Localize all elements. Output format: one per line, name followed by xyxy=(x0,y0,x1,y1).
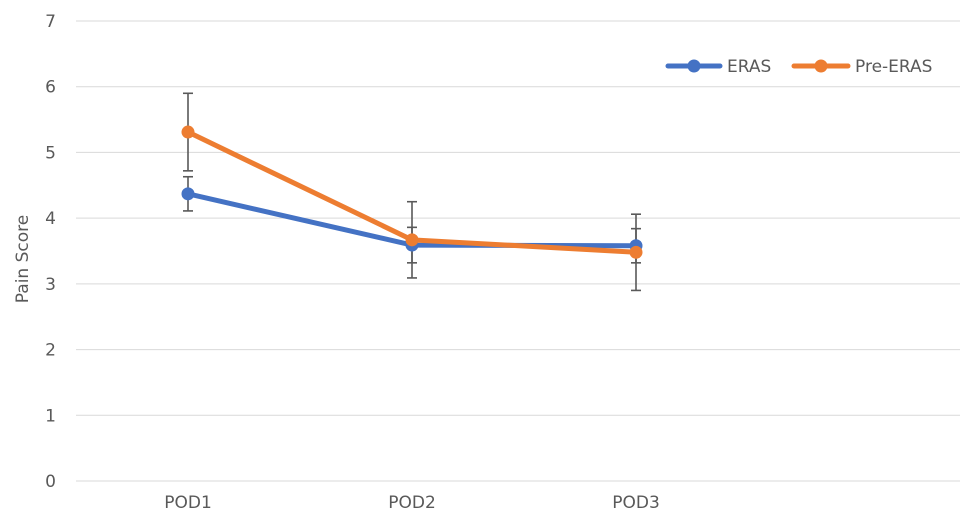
series-markers xyxy=(181,125,643,259)
legend-swatch-marker xyxy=(687,59,701,73)
y-tick-label-3: 3 xyxy=(45,275,56,295)
legend-item-eras: ERAS xyxy=(665,57,771,77)
data-point-eras-pod1 xyxy=(181,187,195,201)
x-tick-label-pod3: POD3 xyxy=(612,493,660,513)
y-axis-ticks: 0 1 2 3 4 5 6 7 xyxy=(45,12,56,492)
legend-label-eras: ERAS xyxy=(727,57,771,77)
error-bars xyxy=(183,92,641,292)
x-tick-label-pod2: POD2 xyxy=(388,493,436,513)
y-axis-title: Pain Score xyxy=(13,215,33,303)
y-tick-label-7: 7 xyxy=(45,12,56,32)
y-tick-label-1: 1 xyxy=(45,406,56,426)
data-point-pre-eras-pod3 xyxy=(629,245,643,259)
data-point-pre-eras-pod1 xyxy=(181,125,195,139)
y-tick-label-4: 4 xyxy=(45,209,56,229)
y-tick-label-0: 0 xyxy=(45,472,56,492)
x-tick-label-pod1: POD1 xyxy=(164,493,212,513)
y-tick-label-6: 6 xyxy=(45,78,56,98)
x-axis-ticks: POD1 POD2 POD3 xyxy=(164,493,660,513)
legend-item-pre-eras: Pre-ERAS xyxy=(791,57,932,77)
legend: ERAS Pre-ERAS xyxy=(665,57,932,77)
legend-swatch-marker xyxy=(814,59,828,73)
y-tick-label-2: 2 xyxy=(45,341,56,361)
legend-label-pre-eras: Pre-ERAS xyxy=(855,57,932,77)
data-point-pre-eras-pod2 xyxy=(405,233,419,247)
gridlines xyxy=(76,20,960,482)
y-tick-label-5: 5 xyxy=(45,143,56,163)
